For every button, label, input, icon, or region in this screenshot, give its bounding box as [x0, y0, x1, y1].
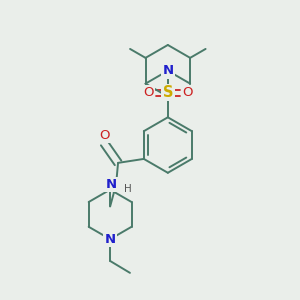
Text: H: H: [124, 184, 132, 194]
Text: N: N: [106, 178, 117, 191]
Text: O: O: [182, 86, 193, 99]
Text: O: O: [99, 129, 110, 142]
Text: O: O: [143, 86, 153, 99]
Text: S: S: [163, 85, 173, 100]
Text: N: N: [105, 233, 116, 246]
Text: N: N: [162, 64, 173, 77]
